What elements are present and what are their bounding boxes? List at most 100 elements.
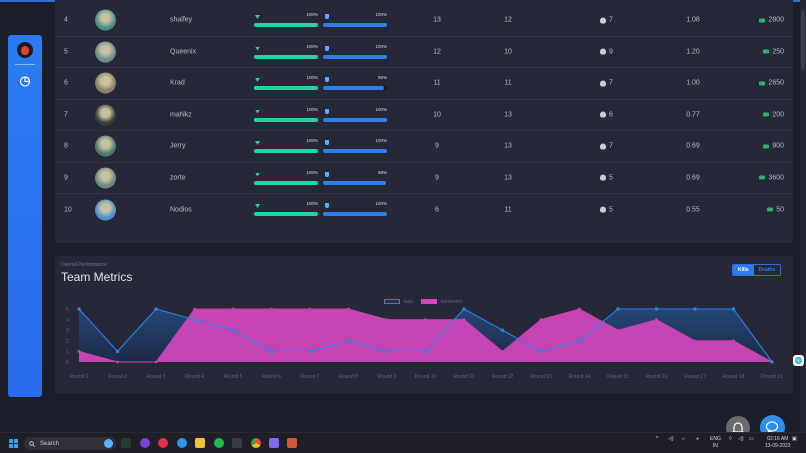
pie-chart-icon[interactable] [19,75,31,87]
avatar [95,9,116,31]
money: 2800 [759,17,784,24]
svg-text:Round 4: Round 4 [185,374,204,380]
app-icon-3[interactable] [158,438,168,448]
health-percent: 100% [306,12,318,17]
microphone-icon[interactable]: ● [696,436,700,442]
svg-text:Round 9: Round 9 [378,374,397,380]
armor-bar: 100% [323,43,387,61]
armor-bar: 100% [323,138,387,155]
kills: 6 [435,206,439,214]
app-icon-9[interactable] [269,438,279,448]
armor-bar: 95% [323,75,387,92]
money: 250 [763,48,784,55]
brightness-icon[interactable]: ☼ [681,436,686,442]
legend-label-ecstatic: ECSTATIC [441,299,463,304]
svg-text:Round 10: Round 10 [415,374,437,380]
player-name[interactable]: zorte [170,174,186,182]
table-row: 6 Krad 100% 95% 11 11 7 1.00 2650 [55,68,793,100]
windows-start-button[interactable] [9,439,18,448]
shield-icon [325,140,329,145]
kills-toggle-button[interactable]: Kills [733,265,754,275]
language-indicator[interactable]: ENG IN [710,436,721,449]
skull-icon [600,174,606,181]
player-name[interactable]: Jerry [170,142,186,150]
chrome-icon[interactable] [251,438,261,448]
money: 3600 [759,174,784,181]
svg-text:Round 15: Round 15 [607,374,629,380]
svg-text:5: 5 [66,307,69,313]
chart-title: Team Metrics [61,270,133,284]
bing-icon[interactable] [104,439,113,448]
battery-icon[interactable]: ▭ [749,436,754,442]
armor-bar: 98% [323,170,387,187]
kd-ratio: 0.55 [686,206,700,214]
speaker-icon[interactable]: ◁) [668,436,674,442]
player-name[interactable]: Krad [170,79,185,87]
svg-text:Round 16: Round 16 [646,374,668,380]
kd-ratio: 1.20 [686,48,700,56]
table-row: 7 maNkz 100% 100% 10 13 6 0.77 200 [55,100,793,131]
rank: 4 [64,16,68,24]
heart-icon [255,78,260,82]
app-icon-10[interactable] [287,438,297,448]
app-icon-1[interactable] [121,438,131,448]
svg-text:4: 4 [66,318,69,324]
skull-icon [600,17,606,24]
chart-legend: faZe ECSTATIC [384,299,463,304]
notification-center-icon[interactable]: ▣ [792,436,797,442]
armor-percent: 100% [375,106,387,112]
avatar [95,199,116,221]
svg-text:Round 5: Round 5 [224,374,243,380]
kills: 13 [433,16,441,24]
health-percent: 100% [306,75,318,80]
deaths-toggle-button[interactable]: Deaths [758,267,776,273]
rank: 9 [64,174,68,182]
table-row: 10 Nodios 100% 100% 6 11 5 0.55 50 [55,194,793,226]
spotify-icon[interactable] [214,438,224,448]
svg-text:0: 0 [66,360,69,366]
volume-icon[interactable]: ◁) [738,436,744,442]
avatar [95,104,116,126]
avatar [95,41,116,63]
health-percent: 100% [306,138,318,143]
heart-icon [255,109,260,114]
svg-text:Round 19: Round 19 [761,374,783,380]
armor-bar: 100% [323,106,387,124]
cash-icon [763,112,770,117]
player-name[interactable]: Nodios [170,206,192,214]
legend-swatch-faze[interactable] [384,299,400,304]
orb-icon [795,357,802,364]
taskbar-search[interactable]: Search [24,437,116,450]
cash-icon [759,81,766,86]
app-icon-4[interactable] [177,438,187,448]
player-name[interactable]: maNkz [170,111,192,119]
table-row: 8 Jerry 100% 100% 9 13 7 0.69 900 [55,131,793,163]
deaths: 13 [504,174,512,182]
page-scrollbar[interactable] [800,0,806,432]
team-metrics-panel: Overall Performance Team Metrics Kills D… [55,256,793,394]
skull-icon [600,80,606,87]
avatar [95,135,116,157]
terminal-icon[interactable] [232,438,242,448]
file-explorer-icon[interactable] [195,438,205,448]
shield-icon [325,108,329,114]
tray-overflow-chevron-icon[interactable]: ^ [656,436,659,442]
kills: 12 [433,48,441,56]
kills: 11 [433,79,441,87]
health-bar: 100% [254,44,318,61]
app-icon-2[interactable] [140,438,150,448]
player-name[interactable]: Queenix [170,48,197,56]
skull-count: 7 [600,143,613,150]
clock[interactable]: 02:16 AM 13-09-2023 [765,436,791,449]
wifi-icon[interactable]: ⌔ [728,436,733,442]
team-logo-icon[interactable] [17,42,33,58]
floating-widget-button[interactable] [793,355,804,366]
armor-percent: 100% [375,43,387,49]
skull-count: 5 [600,174,613,181]
chart-subtitle: Overall Performance [61,262,107,268]
player-name[interactable]: shalfey [170,16,193,24]
svg-text:Round 1: Round 1 [70,374,89,380]
armor-bar: 100% [323,12,387,29]
legend-swatch-ecstatic[interactable] [421,299,438,304]
shield-icon [325,45,329,51]
